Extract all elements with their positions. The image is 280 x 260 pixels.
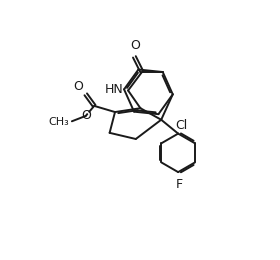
Text: HN: HN bbox=[105, 83, 123, 96]
Text: F: F bbox=[175, 178, 183, 191]
Text: CH₃: CH₃ bbox=[49, 117, 69, 127]
Text: O: O bbox=[130, 39, 140, 52]
Text: O: O bbox=[81, 109, 91, 122]
Text: O: O bbox=[73, 80, 83, 93]
Text: Cl: Cl bbox=[175, 119, 187, 132]
